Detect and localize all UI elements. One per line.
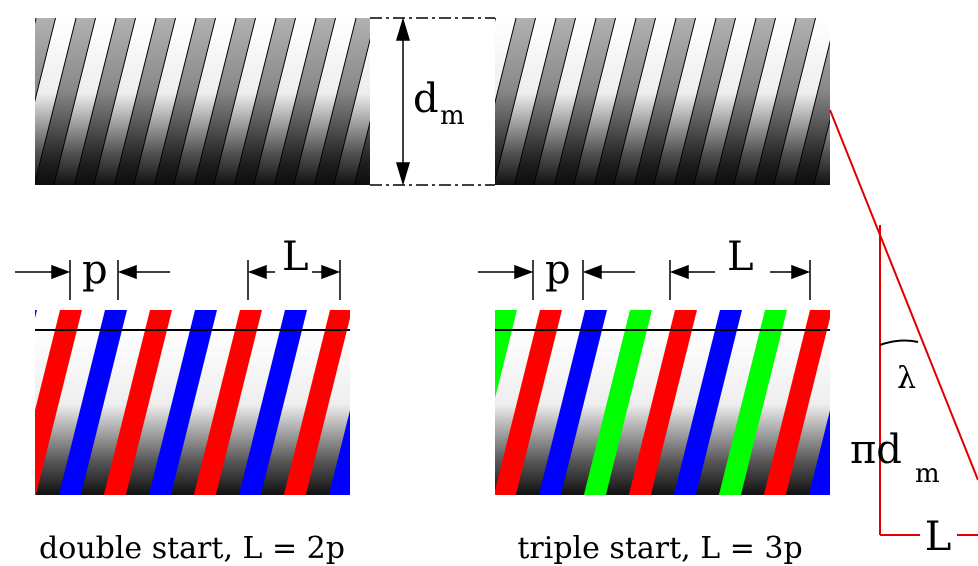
triple-start-dimensions — [478, 260, 811, 300]
caption: double start, L = 2p — [39, 531, 345, 566]
pitch-label: p — [82, 247, 108, 293]
circumference-label: πd — [850, 427, 902, 473]
single-thread-right — [495, 18, 830, 185]
double-start-thread — [35, 310, 350, 495]
lead-angle-label: λ — [897, 361, 916, 396]
lead-label: L — [282, 234, 309, 280]
angle-arc — [879, 339, 919, 346]
lead-label: L — [727, 234, 754, 280]
triple-start-thread — [495, 310, 830, 495]
caption: triple start, L = 3p — [517, 531, 802, 566]
lead-label: L — [925, 514, 952, 560]
circumference-subscript: m — [915, 459, 940, 489]
diameter-label: d — [413, 76, 439, 122]
single-thread-left — [35, 18, 370, 185]
double-start-dimensions — [15, 260, 341, 300]
diameter-subscript: m — [440, 101, 465, 131]
diameter-dimension — [370, 17, 495, 186]
pitch-label: p — [545, 247, 571, 293]
lead-triangle — [829, 109, 978, 536]
